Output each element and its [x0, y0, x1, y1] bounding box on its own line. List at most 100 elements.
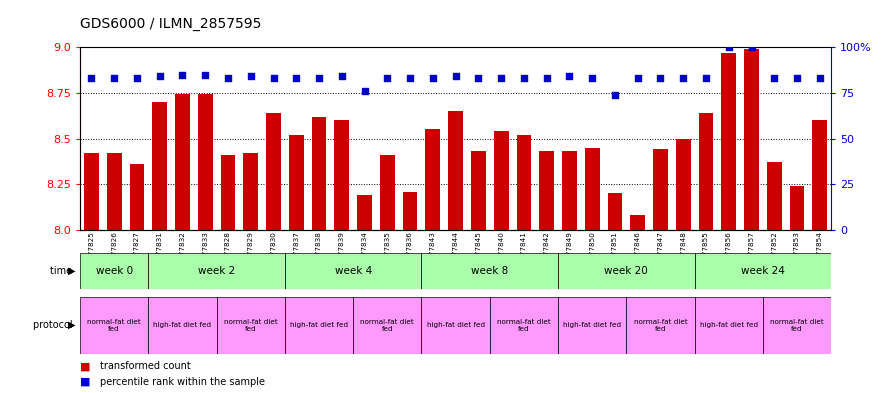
Point: [312, 75, 326, 81]
Bar: [763, 297, 831, 354]
Bar: [403, 191, 418, 230]
Bar: [558, 253, 694, 289]
Bar: [562, 151, 577, 230]
Bar: [471, 151, 485, 230]
Bar: [426, 129, 440, 230]
Point: [744, 44, 758, 50]
Point: [267, 75, 281, 81]
Text: high-fat diet fed: high-fat diet fed: [563, 322, 621, 328]
Bar: [380, 155, 395, 230]
Text: transformed count: transformed count: [100, 362, 190, 371]
Text: normal-fat diet
fed: normal-fat diet fed: [224, 319, 277, 332]
Text: high-fat diet fed: high-fat diet fed: [700, 322, 757, 328]
Point: [153, 73, 167, 79]
Point: [84, 75, 99, 81]
Text: percentile rank within the sample: percentile rank within the sample: [100, 377, 265, 387]
Point: [699, 75, 713, 81]
Point: [334, 73, 348, 79]
Point: [175, 72, 189, 78]
Point: [517, 75, 531, 81]
Point: [220, 75, 235, 81]
Point: [540, 75, 554, 81]
Text: ■: ■: [80, 362, 94, 371]
Bar: [130, 164, 144, 230]
Bar: [175, 94, 190, 230]
Bar: [517, 135, 532, 230]
Bar: [607, 193, 622, 230]
Text: week 4: week 4: [334, 266, 372, 276]
Bar: [767, 162, 781, 230]
Bar: [789, 186, 805, 230]
Point: [380, 75, 395, 81]
Bar: [744, 49, 759, 230]
Point: [790, 75, 805, 81]
Bar: [421, 297, 490, 354]
Text: normal-fat diet
fed: normal-fat diet fed: [87, 319, 141, 332]
Text: week 24: week 24: [741, 266, 785, 276]
Point: [653, 75, 668, 81]
Bar: [676, 138, 691, 230]
Bar: [540, 151, 554, 230]
Text: normal-fat diet
fed: normal-fat diet fed: [634, 319, 687, 332]
Bar: [152, 102, 167, 230]
Point: [630, 75, 645, 81]
Text: normal-fat diet
fed: normal-fat diet fed: [360, 319, 414, 332]
Bar: [284, 253, 421, 289]
Point: [449, 73, 463, 79]
Point: [198, 72, 212, 78]
Bar: [198, 94, 212, 230]
Bar: [220, 155, 236, 230]
Point: [494, 75, 509, 81]
Text: week 8: week 8: [471, 266, 509, 276]
Point: [289, 75, 303, 81]
Bar: [334, 120, 349, 230]
Bar: [653, 149, 668, 230]
Bar: [813, 120, 828, 230]
Bar: [353, 297, 421, 354]
Bar: [148, 253, 284, 289]
Point: [585, 75, 599, 81]
Text: GDS6000 / ILMN_2857595: GDS6000 / ILMN_2857595: [80, 17, 261, 31]
Bar: [490, 297, 558, 354]
Text: week 20: week 20: [605, 266, 648, 276]
Point: [722, 44, 736, 50]
Bar: [148, 297, 217, 354]
Text: protocol: protocol: [33, 320, 76, 330]
Point: [130, 75, 144, 81]
Text: week 0: week 0: [96, 266, 132, 276]
Point: [357, 88, 372, 94]
Bar: [289, 135, 304, 230]
Text: high-fat diet fed: high-fat diet fed: [154, 322, 212, 328]
Point: [608, 92, 622, 98]
Text: ■: ■: [80, 377, 94, 387]
Bar: [244, 153, 258, 230]
Bar: [266, 113, 281, 230]
Point: [244, 73, 258, 79]
Point: [471, 75, 485, 81]
Text: high-fat diet fed: high-fat diet fed: [427, 322, 485, 328]
Text: ▶: ▶: [68, 266, 76, 276]
Bar: [84, 153, 99, 230]
Bar: [630, 215, 645, 230]
Point: [107, 75, 121, 81]
Point: [677, 75, 691, 81]
Text: ▶: ▶: [68, 320, 76, 330]
Bar: [694, 297, 763, 354]
Bar: [694, 253, 831, 289]
Bar: [585, 148, 599, 230]
Bar: [217, 297, 284, 354]
Bar: [80, 253, 148, 289]
Bar: [493, 131, 509, 230]
Point: [767, 75, 781, 81]
Bar: [107, 153, 122, 230]
Bar: [357, 195, 372, 230]
Bar: [699, 113, 713, 230]
Bar: [312, 117, 326, 230]
Bar: [80, 297, 148, 354]
Point: [563, 73, 577, 79]
Point: [426, 75, 440, 81]
Bar: [627, 297, 694, 354]
Bar: [448, 111, 463, 230]
Text: high-fat diet fed: high-fat diet fed: [290, 322, 348, 328]
Text: normal-fat diet
fed: normal-fat diet fed: [497, 319, 551, 332]
